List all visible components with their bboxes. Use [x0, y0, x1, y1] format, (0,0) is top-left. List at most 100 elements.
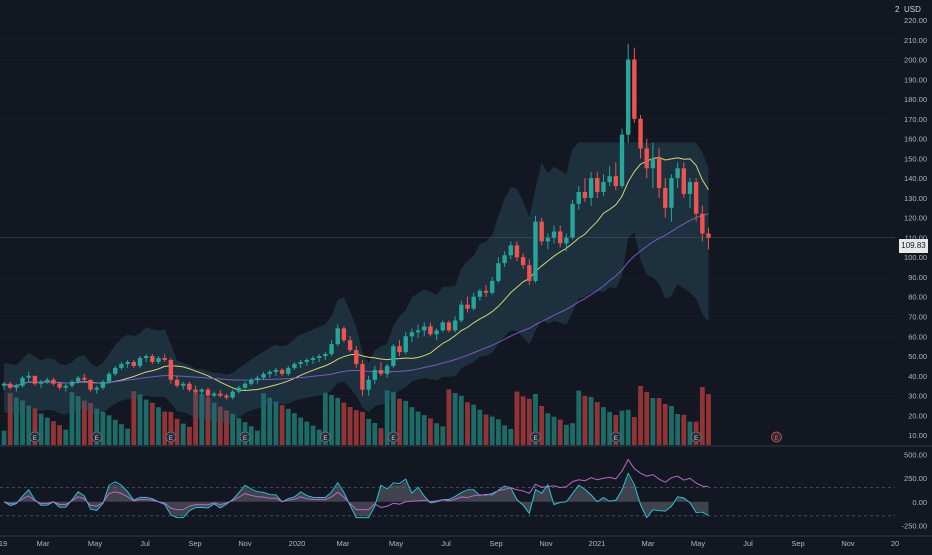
price-tick-label: 160.00 — [904, 135, 927, 144]
candle-body — [625, 59, 631, 135]
candle-body — [323, 354, 328, 357]
candle-body — [681, 168, 686, 194]
candle-body — [520, 257, 526, 266]
candle-body — [304, 360, 310, 362]
oscillator-tick-label: 500.00 — [904, 451, 927, 460]
candle-body — [26, 375, 31, 378]
volume-bar — [51, 421, 56, 445]
earnings-marker-label: E — [774, 436, 778, 442]
price-tick-label: 110.00 — [905, 233, 927, 242]
oscillator-tick-label: -250.00 — [902, 521, 927, 530]
candle-body — [218, 393, 223, 396]
volume-bar — [125, 428, 130, 445]
earnings-marker-label: E — [243, 436, 247, 442]
candle-body — [545, 237, 551, 242]
price-tick-label: 80.00 — [908, 293, 927, 302]
price-tick-label: 140.00 — [904, 174, 927, 183]
bollinger-band — [4, 142, 709, 425]
price-tick-label: 50.00 — [908, 352, 927, 361]
candle-body — [162, 358, 167, 360]
volume-bar — [304, 421, 310, 445]
time-tick-label: Sep — [791, 539, 804, 548]
volume-bar — [347, 407, 353, 445]
time-tick-label: Mar — [642, 539, 655, 548]
volume-bar — [32, 408, 38, 445]
earnings-marker-label: E — [533, 436, 537, 442]
candle-body — [391, 346, 396, 366]
candle-body — [261, 373, 266, 378]
candle-body — [63, 385, 68, 388]
earnings-marker-label: E — [694, 436, 698, 442]
time-tick-label: Nov — [539, 539, 553, 548]
time-tick-label: Jul — [140, 539, 150, 548]
volume-bar — [292, 413, 297, 445]
volume-bar — [619, 410, 625, 445]
candle-body — [51, 379, 56, 384]
volume-bar — [576, 390, 582, 445]
candle-body — [316, 356, 322, 359]
earnings-marker — [387, 431, 399, 443]
volume-bar — [230, 413, 236, 445]
volume-bar — [13, 397, 19, 445]
oscillator-tick-label: 0.00 — [912, 498, 927, 507]
volume-bar — [489, 416, 495, 445]
earnings-marker — [239, 431, 251, 443]
volume-bar — [662, 404, 668, 445]
candle-body — [372, 369, 377, 380]
volume-bar — [100, 411, 106, 445]
candle-body — [273, 369, 279, 372]
price-tick-label: 90.00 — [908, 273, 927, 282]
candle-body — [181, 383, 186, 386]
candle-body — [255, 377, 260, 380]
candle-body — [279, 369, 285, 374]
oscillator-line-slow — [3, 458, 709, 511]
volume-bar — [267, 397, 273, 445]
candle-body — [150, 356, 155, 362]
candle-body — [465, 304, 470, 309]
candle-body — [88, 379, 93, 390]
time-tick-label: May — [691, 539, 705, 548]
price-tick-label: 40.00 — [908, 372, 927, 381]
candle-body — [119, 363, 124, 368]
volume-bar — [75, 396, 81, 445]
candle-body — [1, 383, 7, 386]
volume-bar — [217, 406, 223, 445]
candle-body — [205, 389, 211, 396]
candle-body — [224, 395, 229, 398]
volume-bar — [601, 407, 606, 445]
price-tick-label: 150.00 — [904, 154, 927, 163]
volume-bar — [57, 425, 63, 445]
volume-bar — [403, 400, 409, 445]
candle-body — [613, 176, 619, 187]
candle-body — [675, 168, 680, 179]
scale-mark[interactable]: 2 — [895, 5, 900, 14]
volume-bar — [26, 405, 32, 445]
volume-bar — [199, 394, 205, 445]
candle-body — [14, 385, 19, 388]
volume-bar — [397, 398, 402, 445]
time-tick-label: Nov — [238, 539, 252, 548]
volume-bar — [353, 410, 359, 445]
currency-label[interactable]: USD — [904, 5, 921, 14]
volume-bar — [211, 402, 217, 445]
volume-bar — [557, 419, 563, 445]
volume-bar — [180, 423, 186, 445]
candle-body — [533, 221, 538, 281]
volume-bar — [254, 430, 260, 445]
candle-body — [650, 158, 656, 169]
volume-bar — [508, 429, 514, 445]
volume-bar — [452, 393, 458, 445]
volume-bar — [273, 401, 279, 445]
candle-body — [638, 118, 643, 149]
volume-bar — [372, 423, 378, 445]
volume-bar — [582, 395, 588, 445]
candle-body — [588, 178, 594, 198]
candle-body — [82, 377, 87, 380]
candle-body — [360, 363, 365, 390]
volume-bar — [563, 424, 569, 445]
earnings-marker — [690, 431, 702, 443]
candle-body — [100, 381, 106, 388]
candle-body — [440, 322, 445, 331]
